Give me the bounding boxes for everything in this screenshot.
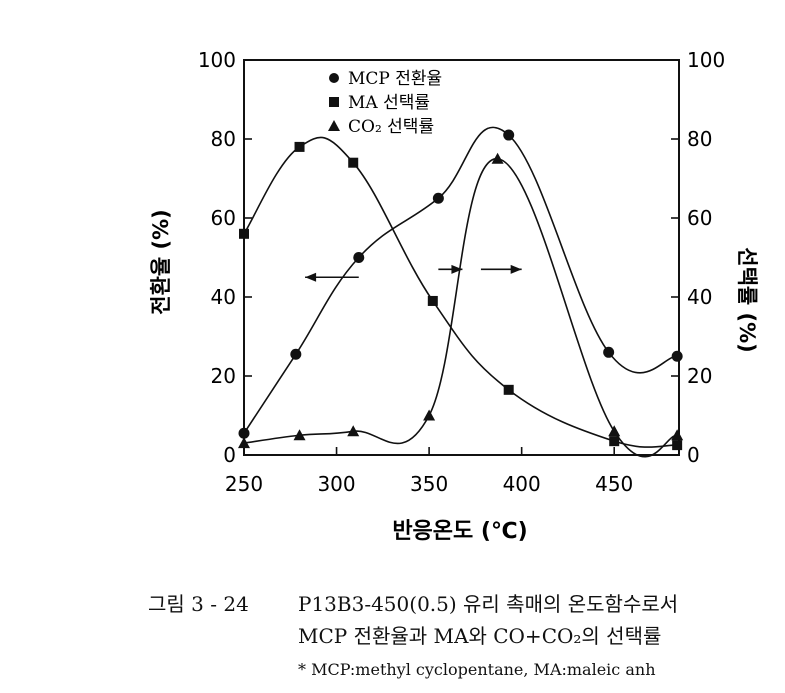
figure-number: 그림 3 - 24	[148, 592, 249, 616]
data-point-triangle	[608, 425, 621, 437]
y-tick-label-right: 60	[687, 206, 712, 230]
annotation-arrows	[305, 264, 522, 282]
data-point-square	[427, 295, 438, 306]
y-tick-label-right: 80	[687, 127, 712, 151]
y-tick-label-left: 80	[211, 127, 236, 151]
y-tick-label-left: 40	[211, 285, 236, 309]
data-point-square	[672, 440, 683, 451]
x-tick-label: 350	[410, 472, 448, 496]
legend: MCP 전환율 MA 선택률 CO₂ 선택률	[328, 69, 442, 137]
data-point-triangle	[671, 429, 684, 441]
y-tick-label-right: 20	[687, 364, 712, 388]
series-curves	[243, 126, 678, 458]
data-point-square	[239, 228, 249, 239]
axes: 250 300 350 400 450 0 0 20 20 40 40 60 60 80 80 100 100	[198, 48, 725, 496]
data-point-circle	[290, 348, 302, 360]
series-line-circle	[243, 126, 678, 434]
x-tick-label: 250	[225, 472, 263, 496]
y-tick-label-right: 40	[687, 285, 712, 309]
series-line-triangle	[243, 157, 678, 458]
series-markers	[238, 129, 684, 451]
legend-marker-triangle	[328, 120, 340, 131]
data-point-square	[294, 141, 305, 152]
plot-frame	[243, 59, 680, 456]
y-axis-label-left: 전환율 (%)	[149, 209, 173, 315]
y-tick-label-left: 100	[198, 48, 236, 72]
data-point-circle	[432, 192, 444, 204]
legend-marker-square	[329, 97, 339, 107]
data-point-circle	[503, 129, 515, 141]
series-line-square	[243, 136, 678, 448]
legend-label: MA 선택률	[348, 93, 430, 113]
x-axis-label: 반응온도 (℃)	[392, 519, 527, 544]
figure-title: P13B3-450(0.5) 유리 촉매의 온도함수로서	[298, 592, 679, 616]
arrow-head	[510, 264, 522, 274]
y-tick-label-left: 20	[211, 364, 236, 388]
data-point-triangle	[347, 425, 360, 437]
data-point-triangle	[293, 429, 306, 441]
y-axis-label-right: 선택률 (%)	[735, 247, 759, 353]
figure-footnote: * MCP:methyl cyclopentane, MA:maleic anh	[298, 660, 656, 679]
legend-marker-circle	[329, 73, 339, 83]
data-point-triangle	[238, 437, 250, 449]
figure-caption-line1: 그림 3 - 24 P13B3-450(0.5) 유리 촉매의 온도함수로서	[148, 588, 678, 617]
y-tick-label-right: 100	[687, 48, 725, 72]
data-point-circle	[238, 427, 250, 439]
arrow-head	[305, 272, 317, 282]
data-point-square	[609, 436, 620, 447]
data-point-circle	[603, 346, 615, 358]
data-point-circle	[353, 252, 365, 263]
y-tick-label-right: 0	[687, 443, 700, 467]
data-point-square	[348, 157, 359, 168]
legend-label: CO₂ 선택률	[348, 117, 434, 137]
y-tick-label-left: 60	[211, 206, 236, 230]
data-point-circle	[671, 350, 683, 362]
x-tick-label: 300	[317, 472, 355, 496]
data-point-triangle	[423, 409, 436, 421]
arrow-head	[451, 264, 463, 274]
x-tick-label: 400	[503, 472, 541, 496]
data-point-square	[503, 384, 514, 395]
x-tick-label: 450	[595, 472, 633, 496]
figure-caption-line2: MCP 전환율과 MA와 CO+CO₂의 선택률	[298, 624, 662, 648]
y-tick-label-left: 0	[223, 443, 236, 467]
data-point-triangle	[491, 152, 504, 164]
legend-label: MCP 전환율	[348, 69, 442, 89]
